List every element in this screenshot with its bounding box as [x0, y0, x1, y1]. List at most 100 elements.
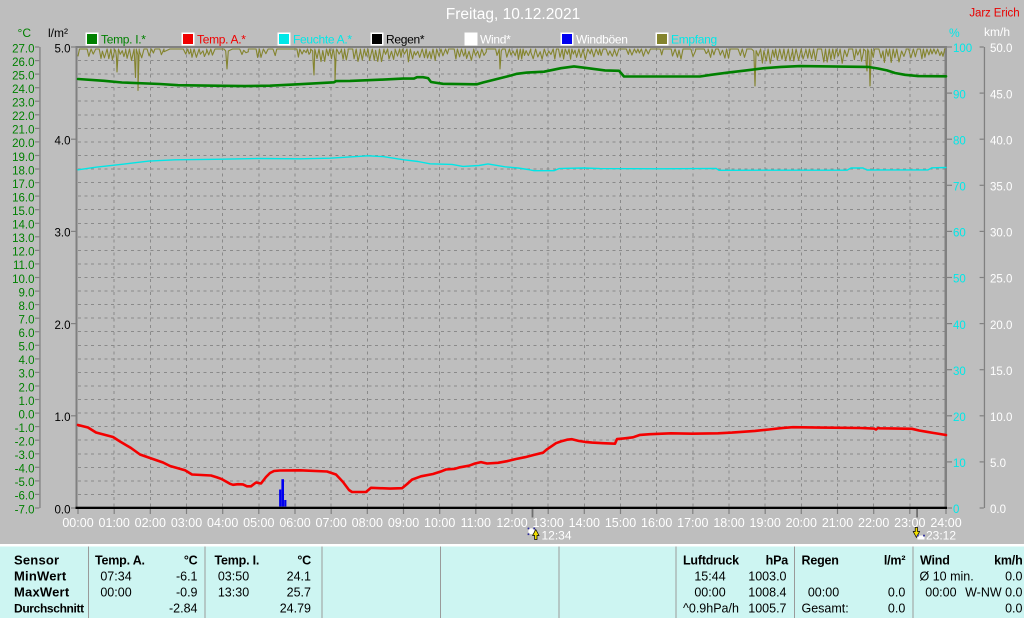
svg-text:22:00: 22:00: [858, 516, 889, 530]
svg-text:^0.9hPa/h: ^0.9hPa/h: [683, 602, 739, 616]
svg-text:40.0: 40.0: [990, 135, 1012, 147]
svg-text:0.0: 0.0: [888, 602, 905, 616]
svg-text:06:00: 06:00: [279, 516, 310, 530]
svg-text:1.0: 1.0: [55, 412, 71, 424]
svg-text:1003.0: 1003.0: [748, 570, 786, 584]
svg-text:45.0: 45.0: [990, 89, 1012, 101]
svg-text:14:00: 14:00: [569, 516, 600, 530]
svg-text:16.0: 16.0: [12, 192, 34, 204]
svg-text:16:00: 16:00: [641, 516, 672, 530]
svg-text:3.0: 3.0: [19, 369, 35, 381]
svg-text:26.0: 26.0: [12, 57, 34, 69]
svg-text:1008.4: 1008.4: [748, 586, 786, 600]
svg-text:30.0: 30.0: [990, 228, 1012, 240]
svg-text:50.0: 50.0: [990, 43, 1012, 55]
svg-text:0.0: 0.0: [19, 409, 35, 421]
svg-text:-0.9: -0.9: [176, 586, 198, 600]
svg-text:17:00: 17:00: [677, 516, 708, 530]
svg-text:Ø 10 min.: Ø 10 min.: [920, 570, 974, 584]
svg-text:00:00: 00:00: [694, 586, 725, 600]
svg-text:10: 10: [953, 458, 966, 470]
svg-text:18:00: 18:00: [713, 516, 744, 530]
svg-text:-2.84: -2.84: [169, 602, 198, 616]
svg-text:0.0: 0.0: [1005, 570, 1022, 584]
svg-text:07:34: 07:34: [100, 570, 131, 584]
svg-text:13.0: 13.0: [12, 233, 34, 245]
svg-text:00:00: 00:00: [100, 586, 131, 600]
svg-text:27.0: 27.0: [12, 43, 34, 55]
svg-text:25.0: 25.0: [12, 70, 34, 82]
svg-text:Freitag, 10.12.2021: Freitag, 10.12.2021: [446, 6, 580, 23]
svg-text:Luftdruck: Luftdruck: [683, 554, 739, 568]
svg-text:00:00: 00:00: [925, 586, 956, 600]
svg-text:24.1: 24.1: [287, 570, 311, 584]
svg-text:25.7: 25.7: [287, 586, 311, 600]
svg-text:20.0: 20.0: [990, 320, 1012, 332]
svg-text:12:34: 12:34: [542, 529, 572, 543]
svg-text:19:00: 19:00: [750, 516, 781, 530]
svg-text:70: 70: [953, 182, 966, 194]
svg-text:%: %: [949, 26, 960, 40]
svg-text:23.0: 23.0: [12, 98, 34, 110]
svg-text:l/m²: l/m²: [48, 26, 68, 40]
svg-text:MaxWert: MaxWert: [14, 585, 70, 600]
svg-text:4.0: 4.0: [19, 355, 35, 367]
svg-text:Durchschnitt: Durchschnitt: [14, 602, 84, 616]
svg-text:23:00: 23:00: [894, 516, 925, 530]
svg-text:12.0: 12.0: [12, 247, 34, 259]
svg-text:09:00: 09:00: [388, 516, 419, 530]
svg-text:Feuchte A.*: Feuchte A.*: [293, 33, 352, 47]
svg-text:5.0: 5.0: [55, 43, 71, 55]
svg-text:00:00: 00:00: [62, 516, 93, 530]
svg-text:-1.0: -1.0: [15, 423, 35, 435]
svg-text:0.0: 0.0: [55, 504, 71, 516]
svg-text:8.0: 8.0: [19, 301, 35, 313]
svg-text:Regen: Regen: [802, 554, 839, 568]
svg-text:17.0: 17.0: [12, 179, 34, 191]
svg-text:24.0: 24.0: [12, 84, 34, 96]
svg-text:Temp. A.: Temp. A.: [95, 554, 145, 568]
svg-text:Empfang: Empfang: [671, 33, 717, 47]
svg-text:24:00: 24:00: [930, 516, 961, 530]
svg-text:°C: °C: [18, 26, 32, 40]
svg-text:12:00: 12:00: [496, 516, 527, 530]
svg-text:10.0: 10.0: [990, 412, 1012, 424]
svg-text:Temp. A.*: Temp. A.*: [197, 33, 246, 47]
svg-text:-4.0: -4.0: [15, 464, 35, 476]
svg-text:0: 0: [953, 504, 959, 516]
svg-text:3.0: 3.0: [55, 228, 71, 240]
svg-text:km/h: km/h: [994, 554, 1022, 568]
svg-text:15.0: 15.0: [12, 206, 34, 218]
svg-text:15.0: 15.0: [990, 366, 1012, 378]
svg-text:1.0: 1.0: [19, 396, 35, 408]
svg-text:40: 40: [953, 320, 966, 332]
svg-text:Temp. I.: Temp. I.: [215, 554, 260, 568]
svg-text:Gesamt:: Gesamt:: [802, 602, 849, 616]
svg-text:4.0: 4.0: [55, 136, 71, 148]
svg-text:2.0: 2.0: [55, 320, 71, 332]
svg-text:1005.7: 1005.7: [748, 602, 786, 616]
svg-text:°C: °C: [184, 554, 198, 568]
svg-text:l/m²: l/m²: [884, 554, 905, 568]
svg-text:20: 20: [953, 412, 966, 424]
svg-text:21.0: 21.0: [12, 125, 34, 137]
svg-text:°C: °C: [297, 554, 311, 568]
svg-text:-7.0: -7.0: [15, 504, 35, 516]
svg-text:100: 100: [953, 43, 972, 55]
svg-text:W-NW 0.0: W-NW 0.0: [965, 586, 1022, 600]
svg-text:21:00: 21:00: [822, 516, 853, 530]
svg-text:23:12: 23:12: [926, 529, 956, 543]
svg-text:35.0: 35.0: [990, 182, 1012, 194]
svg-text:6.0: 6.0: [19, 328, 35, 340]
svg-text:hPa: hPa: [766, 554, 790, 568]
svg-text:80: 80: [953, 135, 966, 147]
svg-text:Temp. I.*: Temp. I.*: [101, 33, 146, 47]
svg-text:03:50: 03:50: [218, 570, 249, 584]
svg-text:13:30: 13:30: [218, 586, 249, 600]
svg-text:90: 90: [953, 89, 966, 101]
svg-text:Jarz Erich: Jarz Erich: [969, 8, 1019, 20]
svg-text:30: 30: [953, 366, 966, 378]
svg-text:03:00: 03:00: [171, 516, 202, 530]
svg-text:50: 50: [953, 274, 966, 286]
svg-text:5.0: 5.0: [990, 458, 1006, 470]
